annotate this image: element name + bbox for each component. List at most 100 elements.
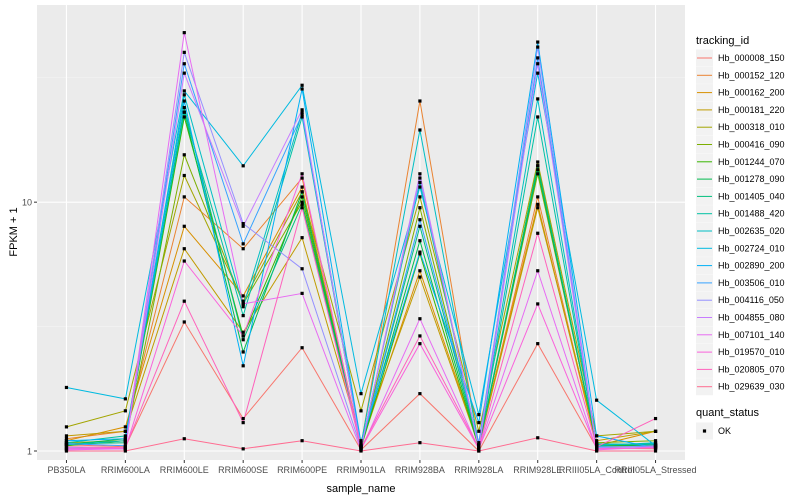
data-point bbox=[300, 236, 304, 240]
legend-label: Hb_000416_090 bbox=[718, 140, 785, 150]
data-point bbox=[241, 421, 245, 425]
data-point bbox=[536, 302, 540, 306]
legend-label: Hb_000008_150 bbox=[718, 53, 785, 63]
data-point bbox=[182, 224, 186, 228]
legend-label: Hb_000181_220 bbox=[718, 105, 785, 115]
data-point bbox=[64, 447, 69, 451]
x-tick-label: RRIM928LE bbox=[513, 465, 562, 475]
data-point bbox=[418, 206, 422, 210]
data-point bbox=[300, 200, 304, 204]
data-point bbox=[359, 409, 363, 413]
data-point bbox=[123, 437, 127, 441]
data-point bbox=[477, 429, 481, 433]
data-point bbox=[536, 40, 540, 44]
data-point bbox=[182, 247, 186, 251]
legend-label: Hb_000318_010 bbox=[718, 122, 785, 132]
data-point bbox=[241, 242, 245, 246]
data-point bbox=[182, 259, 186, 263]
data-point bbox=[64, 434, 69, 438]
shape-legend-title: quant_status bbox=[696, 407, 759, 419]
data-point bbox=[536, 71, 540, 75]
data-point bbox=[182, 115, 186, 119]
data-point bbox=[536, 195, 540, 199]
data-point bbox=[418, 180, 422, 185]
data-point bbox=[182, 437, 186, 441]
data-point bbox=[64, 439, 69, 443]
data-point bbox=[359, 441, 363, 445]
data-point bbox=[300, 439, 304, 443]
data-point bbox=[300, 267, 304, 271]
data-point bbox=[241, 330, 245, 334]
data-point bbox=[477, 443, 481, 447]
data-point bbox=[241, 302, 245, 306]
legend-label: Hb_001488_420 bbox=[718, 209, 785, 219]
data-point bbox=[182, 110, 186, 114]
data-point bbox=[64, 445, 69, 449]
legend-label: Hb_020805_070 bbox=[718, 364, 785, 374]
data-point bbox=[300, 110, 304, 114]
data-point bbox=[64, 437, 69, 441]
data-point bbox=[536, 62, 540, 66]
data-point bbox=[241, 222, 245, 226]
data-point bbox=[477, 413, 481, 417]
data-point bbox=[241, 416, 245, 421]
data-point bbox=[64, 425, 69, 429]
data-point bbox=[418, 185, 422, 189]
data-point bbox=[595, 449, 599, 453]
data-point bbox=[300, 291, 304, 295]
data-point bbox=[359, 449, 363, 453]
data-point bbox=[182, 153, 186, 157]
data-point bbox=[536, 269, 540, 273]
legend-title: tracking_id bbox=[696, 35, 749, 47]
legend-label: Hb_002635_020 bbox=[718, 226, 785, 236]
legend-label: Hb_004855_080 bbox=[718, 313, 785, 323]
y-axis-title: FPKM + 1 bbox=[8, 207, 20, 256]
data-point bbox=[653, 446, 658, 450]
data-point bbox=[418, 252, 422, 256]
data-point bbox=[241, 350, 245, 354]
data-point bbox=[123, 429, 127, 433]
legend-label: Hb_019570_010 bbox=[718, 347, 785, 357]
data-point bbox=[300, 206, 304, 210]
data-point bbox=[123, 444, 127, 448]
data-point bbox=[64, 449, 69, 453]
data-point bbox=[418, 342, 422, 346]
data-point bbox=[418, 441, 422, 445]
data-point bbox=[123, 439, 127, 443]
data-point bbox=[536, 164, 540, 168]
x-tick-label: RRIM928LA bbox=[454, 465, 503, 475]
data-point bbox=[653, 449, 658, 453]
x-tick-label: RRIM600PE bbox=[277, 465, 327, 475]
data-point bbox=[64, 442, 69, 446]
data-point bbox=[653, 429, 658, 433]
legend: tracking_id Hb_000008_150Hb_000152_120Hb… bbox=[696, 35, 785, 440]
data-point bbox=[241, 247, 245, 251]
data-point bbox=[123, 441, 127, 445]
data-point bbox=[182, 195, 186, 199]
data-point bbox=[300, 112, 304, 117]
data-point bbox=[241, 334, 245, 338]
data-point bbox=[418, 195, 422, 199]
data-point bbox=[418, 128, 422, 132]
data-point bbox=[418, 176, 422, 180]
data-point bbox=[418, 392, 422, 396]
data-point bbox=[123, 449, 127, 453]
series-points bbox=[64, 31, 658, 453]
data-point bbox=[536, 202, 540, 206]
data-point bbox=[182, 320, 186, 324]
legend-label: Hb_000162_200 bbox=[718, 88, 785, 98]
legend-label: Hb_001244_070 bbox=[718, 157, 785, 167]
data-point bbox=[418, 99, 422, 103]
data-point bbox=[595, 445, 599, 449]
data-point bbox=[123, 425, 127, 429]
data-point bbox=[300, 83, 304, 87]
data-point bbox=[182, 50, 186, 54]
data-point bbox=[477, 421, 481, 425]
data-point bbox=[536, 342, 540, 346]
data-point bbox=[359, 446, 363, 450]
data-point bbox=[595, 434, 599, 438]
data-point bbox=[182, 31, 186, 35]
shape-legend-point bbox=[702, 429, 707, 433]
data-point bbox=[418, 269, 422, 273]
x-tick-label: PB350LA bbox=[47, 465, 85, 475]
